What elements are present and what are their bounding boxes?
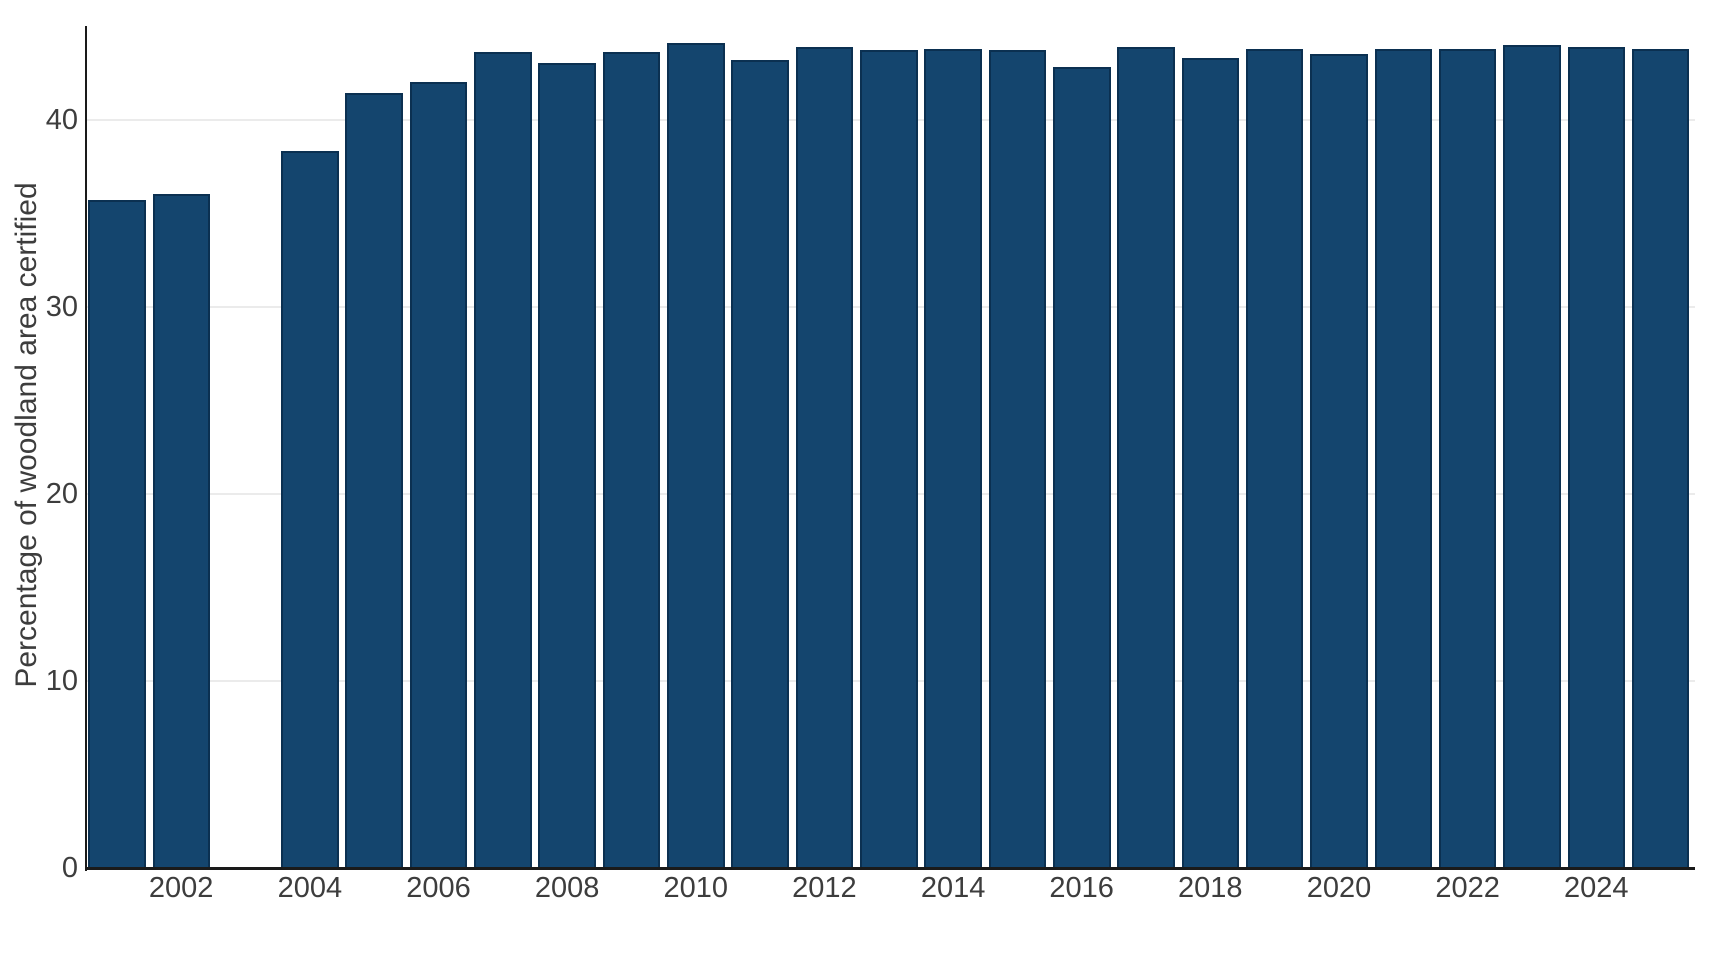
bar-2015 [988,50,1047,868]
bar-2005 [345,93,403,868]
bar-2004 [281,151,339,868]
x-tick-label-2024: 2024 [1564,872,1629,904]
y-axis-title: Percentage of woodland area certified [10,182,43,688]
x-tick-label-2022: 2022 [1435,872,1500,904]
bar-2001 [88,200,146,868]
y-tick-label-10: 10 [45,665,78,697]
y-tick-label-30: 30 [45,291,78,323]
bar-2013 [860,50,918,868]
bar-2018 [1181,57,1240,868]
bar-2022 [1438,48,1497,868]
x-tick-label-2018: 2018 [1178,872,1243,904]
bar-2021 [1374,48,1432,868]
bar-2025 [1631,48,1690,868]
x-tick-label-2006: 2006 [406,872,471,904]
bar-2010 [667,42,725,868]
bar-2020 [1310,54,1368,868]
x-tick-label-2016: 2016 [1049,872,1114,904]
x-tick-label-2004: 2004 [277,872,343,904]
bar-2023 [1503,44,1561,868]
bar-2017 [1117,46,1175,868]
bar-2009 [602,52,661,868]
x-tick-label-2008: 2008 [534,872,600,904]
x-axis-line [85,867,1695,870]
x-tick-label-2014: 2014 [920,872,986,904]
bar-2007 [474,52,532,868]
bar-2012 [795,46,854,868]
x-tick-label-2020: 2020 [1306,872,1372,904]
y-tick-label-20: 20 [45,478,78,510]
y-tick-label-40: 40 [45,104,78,136]
bar-2024 [1567,46,1625,868]
x-tick-label-2002: 2002 [148,872,214,904]
bar-2016 [1053,67,1111,868]
y-axis-line [85,26,87,871]
bar-2008 [538,63,596,868]
y-tick-label-0: 0 [61,852,78,884]
bar-2006 [409,82,468,868]
bar-2019 [1245,48,1304,868]
bar-2011 [731,59,789,868]
x-tick-label-2012: 2012 [792,872,857,904]
bar-2002 [152,194,210,868]
bar-2014 [924,48,982,868]
x-tick-label-2010: 2010 [663,872,729,904]
